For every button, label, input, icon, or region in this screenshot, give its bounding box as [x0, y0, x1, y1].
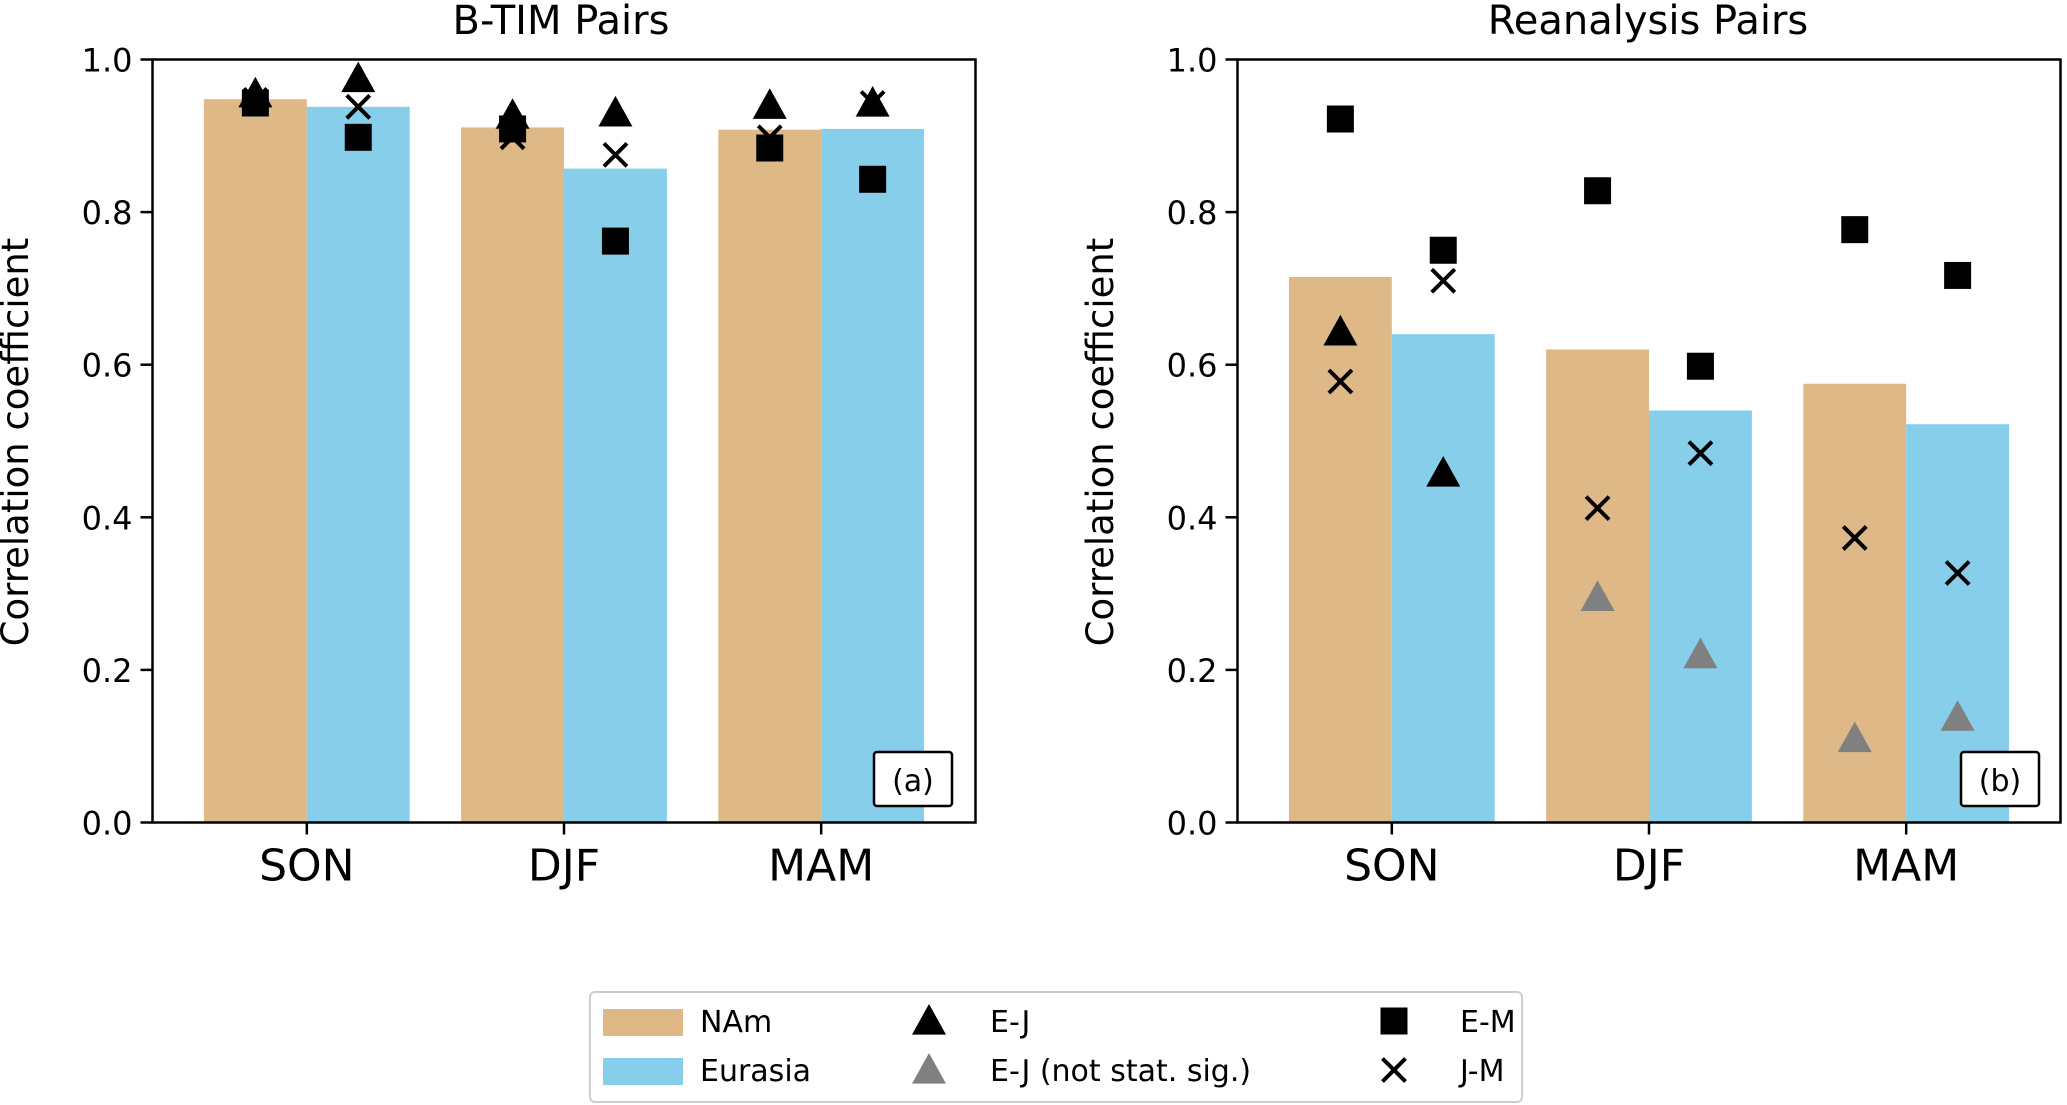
- marker-j-m-eurasia-mam: [859, 90, 886, 116]
- bar-nam-djf: [461, 127, 564, 823]
- marker-e-m-nam-mam: [1841, 216, 1869, 244]
- y-tick-label: 0.6: [82, 347, 133, 385]
- panel-a-title: B-TIM Pairs: [453, 0, 670, 44]
- legend-label-e-j-not-stat-sig: E-J (not stat. sig.): [990, 1054, 1251, 1089]
- bar-eurasia-djf: [1649, 410, 1752, 823]
- marker-j-m-nam-mam: [1841, 524, 1868, 551]
- x-tick-label: MAM: [768, 841, 874, 892]
- legend-label-e-m: E-M: [1460, 1005, 1516, 1040]
- panel-a: B-TIM Pairs Correlation coefficient 0.00…: [0, 0, 977, 892]
- panel-a-markers: [238, 61, 890, 255]
- marker-e-j-eurasia-mam: [1940, 700, 1975, 731]
- bar-eurasia-son: [306, 106, 410, 823]
- y-tick-label: 0.2: [82, 652, 133, 690]
- x-tick-label: MAM: [1853, 841, 1959, 892]
- marker-j-m-eurasia-son: [345, 93, 372, 120]
- y-tick-label: 0.4: [1167, 499, 1218, 537]
- marker-j-m-nam-djf: [1584, 495, 1611, 522]
- marker-e-m-nam-son: [241, 89, 269, 117]
- panel-a-ylabel: Correlation coefficient: [0, 238, 37, 647]
- marker-e-j-eurasia-son: [1426, 456, 1461, 487]
- marker-e-j-nam-mam: [1837, 721, 1872, 753]
- marker-e-j-eurasia-djf: [598, 95, 633, 127]
- marker-j-m-nam-son: [1327, 368, 1354, 395]
- legend-marker-e-j-not-stat-sig: [912, 1053, 946, 1084]
- marker-e-m-eurasia-mam: [859, 165, 887, 193]
- x-tick-label: DJF: [1613, 841, 1685, 892]
- legend-marker-j-m: [1381, 1057, 1407, 1083]
- marker-e-m-eurasia-son: [344, 123, 372, 151]
- y-tick-label: 0.2: [1167, 652, 1218, 690]
- panel-b-markers: [1323, 105, 1975, 753]
- marker-j-m-eurasia-djf: [1687, 440, 1714, 467]
- panel-a-tag-box: [872, 750, 954, 808]
- legend-label-eurasia: Eurasia: [700, 1054, 811, 1089]
- marker-e-j-eurasia-son: [341, 61, 376, 93]
- bar-nam-son: [1288, 276, 1392, 823]
- panel-b-tag-box: [1959, 750, 2041, 808]
- y-tick-label: 0.4: [82, 499, 133, 537]
- bar-nam-son: [203, 99, 307, 823]
- y-tick-label: 0.8: [1167, 194, 1218, 232]
- marker-e-m-eurasia-djf: [1686, 352, 1714, 380]
- bar-nam-mam: [718, 129, 822, 823]
- y-tick-label: 0.8: [82, 194, 133, 232]
- marker-e-j-eurasia-djf: [1683, 637, 1718, 669]
- legend-swatch-nam: [603, 1009, 683, 1036]
- legend-swatch-eurasia: [603, 1058, 683, 1085]
- y-tick-label: 0.6: [1167, 347, 1218, 385]
- panel-b-ylabel: Correlation coefficient: [1079, 238, 1122, 647]
- marker-j-m-eurasia-mam: [1944, 560, 1971, 586]
- legend-label-nam: NAm: [700, 1005, 772, 1040]
- legend: NAm Eurasia E-J E-J (not stat. sig.) E-M J-M: [589, 991, 1523, 1103]
- panel-a-xticks: SON DJF MAM: [259, 822, 874, 892]
- marker-e-j-nam-djf: [1580, 580, 1615, 612]
- marker-j-m-eurasia-son: [1430, 267, 1457, 294]
- marker-e-j-nam-mam: [752, 88, 787, 119]
- marker-e-m-nam-djf: [1584, 177, 1612, 205]
- panel-a-bars: [203, 99, 925, 823]
- marker-j-m-nam-djf: [499, 124, 526, 151]
- legend-label-e-j: E-J: [990, 1005, 1030, 1040]
- legend-marker-e-j: [912, 1004, 946, 1035]
- legend-frame: [589, 991, 1523, 1103]
- y-tick-label: 1.0: [1167, 42, 1218, 80]
- legend-label-j-m: J-M: [1458, 1054, 1505, 1089]
- panel-a-yticks: 0.0 0.2 0.4 0.6 0.8 1.0: [82, 42, 153, 843]
- panel-b-title: Reanalysis Pairs: [1488, 0, 1809, 44]
- y-tick-label: 0.0: [82, 805, 133, 843]
- x-tick-label: SON: [1344, 841, 1439, 892]
- marker-e-m-eurasia-djf: [601, 227, 629, 255]
- marker-j-m-nam-mam: [756, 124, 783, 151]
- panel-b-yticks: 0.0 0.2 0.4 0.6 0.8 1.0: [1167, 42, 1238, 843]
- bar-eurasia-son: [1391, 334, 1495, 823]
- marker-e-m-eurasia-son: [1429, 236, 1457, 264]
- marker-j-m-nam-son: [242, 87, 269, 113]
- bar-eurasia-djf: [564, 168, 667, 823]
- marker-e-m-nam-son: [1326, 105, 1354, 133]
- panel-b-tag: (b): [1979, 764, 2021, 799]
- marker-e-j-nam-son: [1323, 314, 1358, 346]
- panel-b: Reanalysis Pairs Correlation coefficient…: [1079, 0, 2062, 892]
- marker-j-m-eurasia-djf: [602, 141, 629, 168]
- panel-b-bars: [1288, 276, 2010, 823]
- bar-nam-mam: [1803, 383, 1907, 823]
- panel-b-xticks: SON DJF MAM: [1344, 822, 1959, 892]
- marker-e-m-eurasia-mam: [1944, 261, 1972, 289]
- bar-eurasia-mam: [821, 128, 925, 823]
- legend-marker-e-m: [1380, 1007, 1408, 1035]
- x-tick-label: DJF: [528, 841, 600, 892]
- panel-a-tag: (a): [892, 764, 934, 799]
- y-tick-label: 1.0: [82, 42, 133, 80]
- y-tick-label: 0.0: [1167, 805, 1218, 843]
- x-tick-label: SON: [259, 841, 354, 892]
